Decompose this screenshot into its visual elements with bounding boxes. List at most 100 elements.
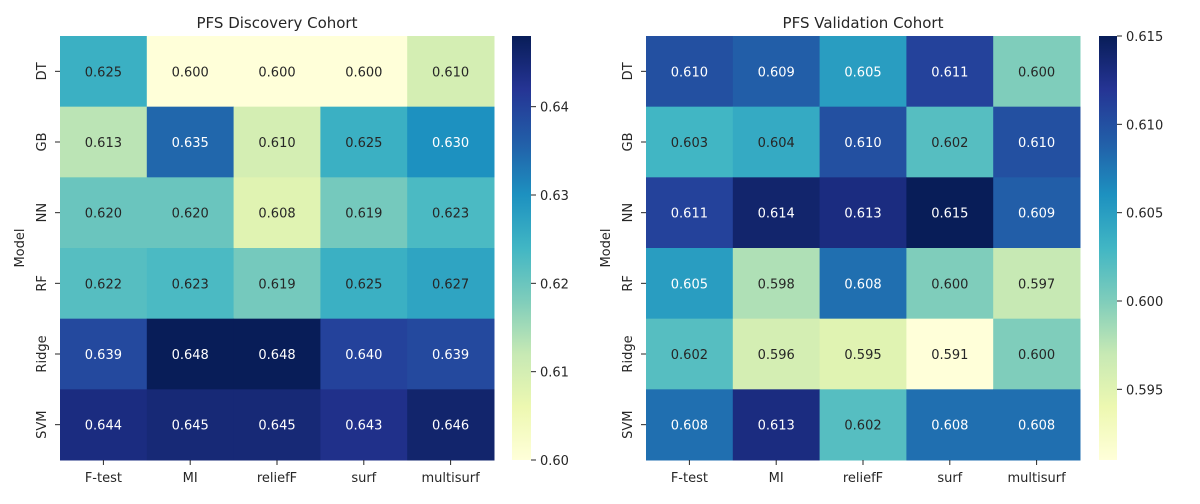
heatmap-cell <box>320 248 408 320</box>
x-tick-label: reliefF <box>843 471 883 486</box>
y-tick-label: SVM <box>35 410 50 438</box>
heatmap-cell <box>993 318 1081 390</box>
heatmap-cell <box>233 389 321 461</box>
cell-value-label: 0.608 <box>1018 419 1055 434</box>
cell-value-label: 0.625 <box>345 136 382 151</box>
cell-value-label: 0.619 <box>345 207 382 222</box>
y-tick-label: DT <box>621 62 636 80</box>
heatmap-cell <box>906 177 994 249</box>
colorbar-tick-label: 0.600 <box>1126 295 1163 310</box>
cell-value-label: 0.639 <box>85 348 122 363</box>
cell-value-label: 0.605 <box>671 277 708 292</box>
x-tick-label: reliefF <box>257 471 297 486</box>
heatmap-cell <box>320 177 408 249</box>
heatmap-cell <box>320 36 408 108</box>
heatmap-cell <box>732 177 821 249</box>
heatmap-cell <box>646 106 734 178</box>
cell-value-label: 0.608 <box>258 207 295 222</box>
colorbar-tick-label: 0.615 <box>1126 30 1163 45</box>
cell-value-label: 0.602 <box>844 419 881 434</box>
cell-value-label: 0.609 <box>758 65 795 80</box>
cell-value-label: 0.635 <box>172 136 209 151</box>
cell-value-label: 0.640 <box>345 348 382 363</box>
cell-value-label: 0.595 <box>844 348 881 363</box>
heatmap-cell <box>993 177 1081 249</box>
x-tick-label: surf <box>937 471 962 486</box>
cell-value-label: 0.648 <box>172 348 209 363</box>
cell-value-label: 0.600 <box>931 277 968 292</box>
heatmap-cell <box>993 248 1081 320</box>
cell-value-label: 0.648 <box>258 348 295 363</box>
cell-value-label: 0.614 <box>758 207 795 222</box>
colorbar-tick-label: 0.595 <box>1126 383 1163 398</box>
cell-value-label: 0.644 <box>85 419 122 434</box>
cell-value-label: 0.646 <box>432 419 469 434</box>
y-tick-label: SVM <box>621 410 636 438</box>
cell-value-label: 0.625 <box>85 65 122 80</box>
heatmap-cell <box>320 389 408 461</box>
heatmap-cell <box>993 389 1081 461</box>
heatmap-cell <box>60 106 148 178</box>
heatmap-cell <box>993 106 1081 178</box>
heatmap-cell <box>407 36 495 108</box>
cell-value-label: 0.608 <box>844 277 881 292</box>
cell-value-label: 0.620 <box>85 207 122 222</box>
x-tick-label: multisurf <box>1008 471 1067 486</box>
cell-value-label: 0.613 <box>844 207 881 222</box>
heatmap-cell <box>407 177 495 249</box>
cell-value-label: 0.645 <box>172 419 209 434</box>
heatmap-cell <box>146 248 235 320</box>
colorbar <box>512 36 531 460</box>
cell-value-label: 0.605 <box>844 65 881 80</box>
heatmap-panel-2: PFS Validation Cohort 0.610 0.609 0.605 0.61… <box>599 14 1163 486</box>
colorbar-tick-label: 0.60 <box>540 454 569 469</box>
heatmap-cell <box>233 36 321 108</box>
cell-value-label: 0.610 <box>1018 136 1055 151</box>
cell-value-label: 0.613 <box>758 419 795 434</box>
heatmap-cell <box>906 106 994 178</box>
heatmap-cell <box>60 177 148 249</box>
heatmap-cell <box>646 177 734 249</box>
colorbar-tick-label: 0.62 <box>540 277 569 292</box>
colorbar-tick-label: 0.610 <box>1126 118 1163 133</box>
cell-value-label: 0.597 <box>1018 277 1055 292</box>
y-tick-label: RF <box>35 275 50 292</box>
cell-value-label: 0.623 <box>172 277 209 292</box>
cell-value-label: 0.645 <box>258 419 295 434</box>
heatmap-cell <box>646 36 734 108</box>
heatmap-cell <box>993 36 1081 108</box>
heatmap-cell <box>819 106 907 178</box>
heatmap-cell <box>732 318 821 390</box>
x-tick-label: surf <box>351 471 376 486</box>
heatmap-cell <box>146 318 235 390</box>
cell-value-label: 0.598 <box>758 277 795 292</box>
heatmap-cell <box>146 177 235 249</box>
heatmap-cell <box>407 248 495 320</box>
y-tick-label: Ridge <box>35 335 50 372</box>
cell-value-label: 0.610 <box>671 65 708 80</box>
y-tick-label: DT <box>35 62 50 80</box>
x-tick-label: F-test <box>671 471 708 486</box>
heatmap-cell <box>732 106 821 178</box>
heatmap-cell <box>906 248 994 320</box>
heatmap-cell <box>233 318 321 390</box>
y-tick-label: Ridge <box>621 335 636 372</box>
heatmap-cell <box>320 318 408 390</box>
cell-value-label: 0.611 <box>931 65 968 80</box>
heatmap-cell <box>732 36 821 108</box>
heatmap-cell <box>407 106 495 178</box>
cell-value-label: 0.600 <box>172 65 209 80</box>
heatmap-cell <box>646 248 734 320</box>
heatmap-cell <box>233 248 321 320</box>
cell-value-label: 0.619 <box>258 277 295 292</box>
cell-value-label: 0.610 <box>258 136 295 151</box>
cell-value-label: 0.627 <box>432 277 469 292</box>
cell-value-label: 0.622 <box>85 277 122 292</box>
heatmap-cell <box>60 389 148 461</box>
cell-value-label: 0.596 <box>758 348 795 363</box>
heatmap-cell <box>819 36 907 108</box>
cell-value-label: 0.630 <box>432 136 469 151</box>
y-tick-label: GB <box>35 133 50 152</box>
